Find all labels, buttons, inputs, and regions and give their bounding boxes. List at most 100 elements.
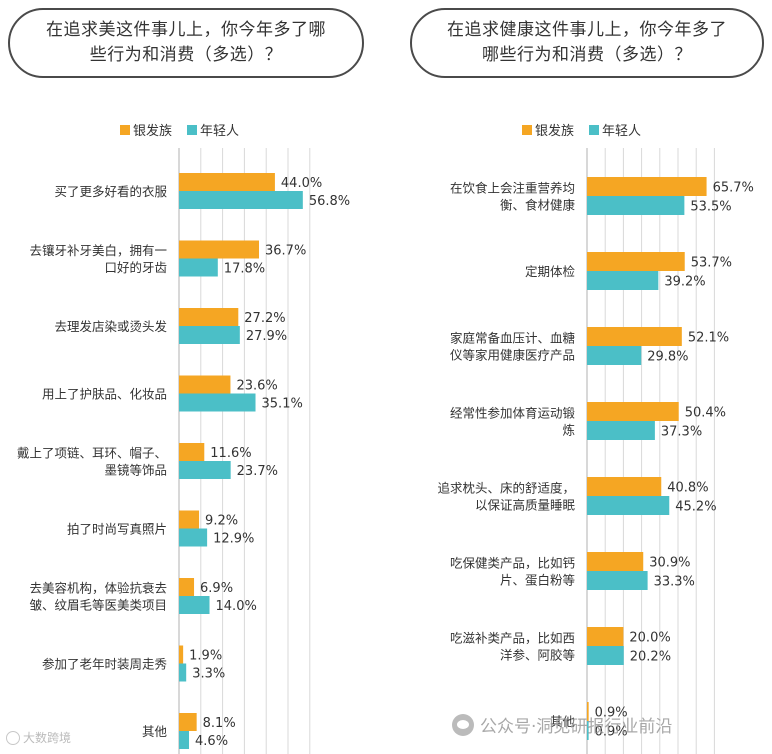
bar-silver	[179, 375, 231, 394]
data-label: 23.7%	[237, 464, 278, 479]
data-label: 0.9%	[595, 725, 628, 740]
category-label: 用上了护肤品、化妆品	[42, 387, 167, 402]
data-label: 44.0%	[281, 176, 322, 191]
category-label: 其他	[142, 724, 168, 739]
bar-young	[587, 271, 659, 290]
watermark-right-text: 公众号·洞见研报行业前沿	[480, 717, 673, 737]
legend-label-silver: 银发族	[133, 123, 172, 139]
watermark-left-text: 大数跨境	[23, 731, 72, 745]
bar-silver	[179, 578, 195, 596]
bar-silver	[179, 240, 260, 259]
bar-young	[179, 461, 231, 479]
data-label: 17.8%	[224, 262, 265, 277]
data-label: 53.5%	[690, 200, 731, 215]
category-label: 经常性参加体育运动锻	[450, 406, 576, 421]
data-label: 29.8%	[647, 350, 688, 365]
data-label: 50.4%	[685, 406, 726, 421]
data-label: 11.6%	[210, 446, 251, 461]
category-label: 家庭常备血压计、血糖	[450, 331, 576, 346]
bar-young	[179, 663, 187, 682]
bar-silver	[587, 177, 707, 196]
bar-young	[587, 571, 648, 590]
data-label: 20.0%	[629, 631, 670, 646]
bar-young	[587, 496, 670, 515]
bar-young	[587, 346, 642, 365]
data-label: 65.7%	[713, 181, 754, 196]
wechat-icon	[452, 713, 474, 736]
legend-swatch-silver	[120, 125, 130, 135]
data-label: 52.1%	[688, 331, 729, 346]
data-label: 39.2%	[664, 275, 705, 290]
data-label: 8.1%	[203, 716, 236, 731]
bar-young	[179, 731, 190, 749]
left-chart-title: 在追求美这件事儿上，你今年多了哪些行为和消费（多选）？	[8, 8, 364, 78]
category-label: 皱、纹眉毛等医美类项目	[29, 598, 167, 613]
bar-silver	[587, 627, 624, 646]
bar-silver	[587, 477, 662, 496]
data-label: 27.9%	[246, 329, 287, 344]
category-label: 衡、食材健康	[500, 198, 576, 213]
bar-young	[179, 191, 303, 209]
category-label: 追求枕头、床的舒适度，	[437, 481, 575, 496]
bar-silver	[179, 173, 275, 191]
data-label: 27.2%	[244, 311, 285, 326]
bar-silver	[587, 252, 685, 271]
category-label: 炼	[562, 423, 575, 438]
bar-silver	[587, 552, 644, 571]
bar-young	[587, 196, 685, 215]
bar-young	[587, 721, 589, 740]
data-label: 53.7%	[691, 256, 732, 271]
bar-silver	[179, 645, 184, 664]
bar-silver	[179, 510, 200, 529]
data-label: 14.0%	[216, 599, 257, 614]
data-label: 23.6%	[236, 379, 277, 394]
legend-swatch-silver	[522, 125, 532, 135]
category-label: 去镶牙补牙美白，拥有一	[29, 243, 167, 258]
category-label: 去美容机构，体验抗衰去	[29, 581, 167, 596]
data-label: 0.9%	[595, 706, 628, 721]
data-label: 35.1%	[262, 397, 303, 412]
data-label: 3.3%	[192, 667, 225, 682]
data-label: 12.9%	[213, 532, 254, 547]
legend-swatch-young	[589, 125, 599, 135]
data-label: 9.2%	[205, 514, 238, 529]
category-label: 以保证高质量睡眠	[475, 498, 576, 513]
bar-young	[179, 393, 256, 412]
bar-young	[587, 646, 624, 665]
bar-silver	[587, 402, 679, 421]
bar-silver	[179, 308, 239, 326]
data-label: 4.6%	[195, 734, 228, 749]
data-label: 36.7%	[265, 244, 306, 259]
bar-young	[179, 528, 208, 547]
bar-young	[179, 596, 210, 614]
category-label: 洋参、阿胶等	[500, 648, 575, 663]
data-label: 56.8%	[309, 194, 350, 209]
category-label: 去理发店染或烫头发	[54, 319, 167, 334]
category-label: 买了更多好看的衣服	[54, 184, 167, 199]
legend-swatch-young	[187, 125, 197, 135]
category-label: 定期体检	[525, 264, 576, 279]
bar-young	[179, 326, 240, 344]
category-label: 片、蛋白粉等	[500, 573, 575, 588]
legend-label-young: 年轻人	[200, 124, 239, 139]
bar-silver	[179, 713, 197, 731]
data-label: 40.8%	[667, 481, 708, 496]
data-label: 45.2%	[675, 500, 716, 515]
data-label: 20.2%	[630, 650, 671, 665]
watermark-right: 公众号·洞见研报行业前沿	[452, 712, 672, 737]
category-label: 其他	[550, 714, 576, 729]
bar-silver	[587, 702, 589, 721]
bar-young	[179, 258, 218, 277]
category-label: 参加了老年时装周走秀	[42, 657, 168, 672]
data-label: 30.9%	[649, 556, 690, 571]
category-label: 戴上了项链、耳环、帽子、	[17, 446, 167, 461]
data-label: 6.9%	[200, 581, 233, 596]
bar-silver	[179, 443, 205, 461]
category-label: 仪等家用健康医疗产品	[450, 348, 575, 363]
category-label: 在饮食上会注重营养均	[450, 181, 575, 196]
legend-label-silver: 银发族	[535, 123, 574, 139]
category-label: 口好的牙齿	[104, 260, 167, 275]
bar-silver	[587, 327, 682, 346]
